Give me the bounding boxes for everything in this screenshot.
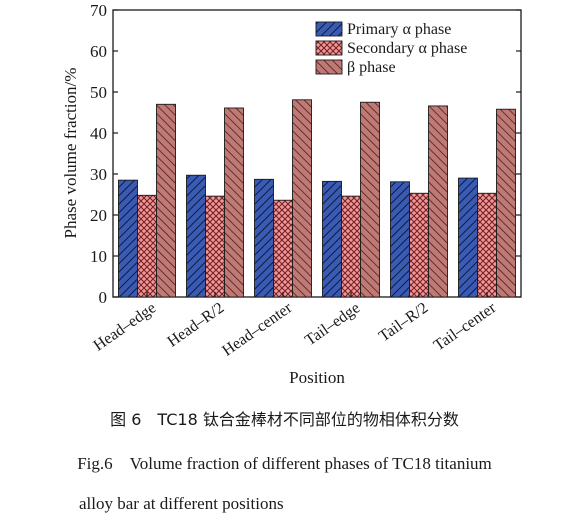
figure-caption-english-line1: Fig.6 Volume fraction of different phase… <box>77 454 492 473</box>
bar <box>496 108 516 298</box>
bar <box>292 99 312 298</box>
legend: Primary α phase Secondary α phase β phase <box>315 21 467 76</box>
legend-item: Primary α phase <box>315 21 451 38</box>
legend-item: β phase <box>315 59 396 76</box>
bar <box>428 105 448 298</box>
bar-group <box>254 99 312 298</box>
figure-caption-chinese: 图 6 TC18 钛合金棒材不同部位的物相体积分数 <box>110 410 459 429</box>
legend-label: β phase <box>347 59 396 76</box>
bar <box>224 107 244 298</box>
y-tick-label: 10 <box>90 247 107 266</box>
y-tick-label: 50 <box>90 83 107 102</box>
bar-group <box>390 105 448 298</box>
y-tick-label: 40 <box>90 124 107 143</box>
legend-swatch <box>315 59 343 75</box>
bar-group <box>118 103 176 298</box>
bar <box>273 199 293 298</box>
bar-group <box>186 107 244 298</box>
bar-group <box>322 101 380 298</box>
x-tick-label: Head–edge <box>91 299 160 354</box>
bar <box>156 103 176 298</box>
bar <box>458 177 478 298</box>
plot-area <box>112 9 522 298</box>
bar <box>137 194 157 298</box>
y-tick-label: 0 <box>99 288 108 307</box>
plot-frame <box>112 9 522 298</box>
y-axis-label: Phase volume fraction/% <box>61 68 80 239</box>
x-tick-label: Tail–edge <box>302 299 363 349</box>
bar-group <box>458 108 516 298</box>
x-axis-label: Position <box>289 368 345 387</box>
bar-groups <box>118 99 516 298</box>
bar <box>477 192 497 298</box>
bar <box>360 101 380 298</box>
legend-swatch <box>315 21 343 37</box>
y-tick-label: 60 <box>90 42 107 61</box>
bar <box>341 195 361 298</box>
bar <box>322 180 342 298</box>
x-tick-label: Tail–R/2 <box>376 299 431 345</box>
legend-label: Secondary α phase <box>347 40 467 57</box>
x-tick-label: Head–center <box>219 299 296 360</box>
bar <box>390 181 410 298</box>
bar <box>409 192 429 298</box>
y-tick-label: 20 <box>90 206 107 225</box>
legend-item: Secondary α phase <box>315 40 467 57</box>
legend-swatch <box>315 40 343 56</box>
legend-label: Primary α phase <box>347 21 451 38</box>
phase-volume-bar-chart: 0 10 20 30 40 50 60 70 Head–edge Head–R/2Head–ce… <box>61 1 522 387</box>
bar <box>254 178 274 298</box>
x-tick-label: Head–R/2 <box>164 299 227 350</box>
bar <box>118 179 138 298</box>
y-tick-label: 30 <box>90 165 107 184</box>
x-tick-label: Tail–center <box>431 299 500 354</box>
y-axis: 0 10 20 30 40 50 60 70 <box>90 1 521 307</box>
bar <box>186 174 206 298</box>
figure-caption-english-line2: alloy bar at different positions <box>79 494 284 513</box>
bar <box>205 195 225 298</box>
y-tick-label: 70 <box>90 1 107 20</box>
